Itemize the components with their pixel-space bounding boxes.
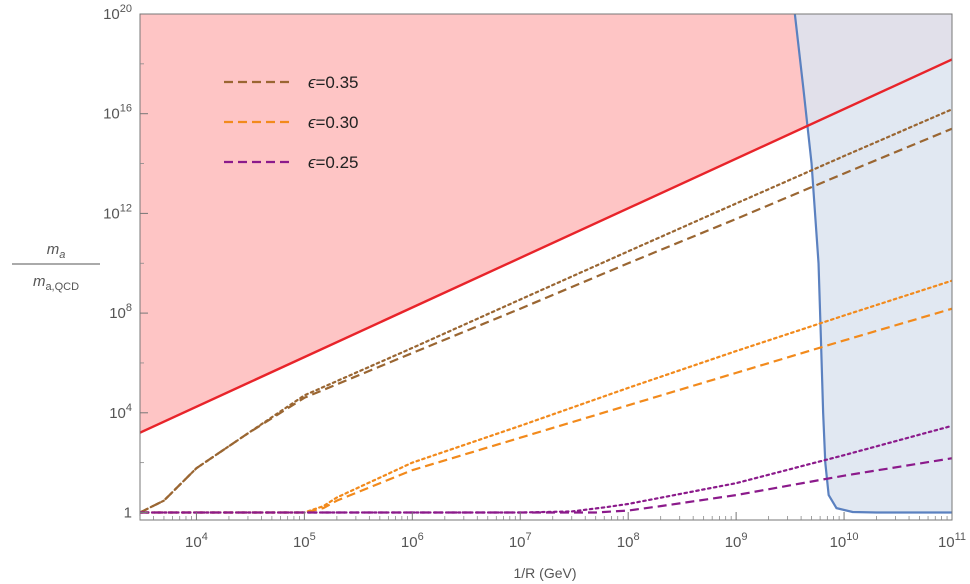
- region-blue-boundary: [793, 14, 952, 514]
- legend-label-0: ϵ=0.35: [308, 73, 359, 92]
- y-tick-label-2: 108: [109, 302, 132, 322]
- legend-label-2: ϵ=0.25: [308, 153, 359, 172]
- x-axis-title: 1/R (GeV): [513, 565, 576, 581]
- svg-text:ma,QCD: ma,QCD: [33, 273, 79, 293]
- y-tick-label-5: 1020: [103, 3, 132, 23]
- y-title-numerator-sub: a: [59, 249, 65, 261]
- x-tick-label-5: 109: [725, 531, 748, 551]
- y-title-denominator-sub: a,QCD: [45, 281, 79, 293]
- x-tick-label-2: 106: [401, 531, 424, 551]
- x-tick-label-6: 1010: [830, 531, 859, 551]
- y-tick-label-0: 1: [124, 504, 132, 521]
- region-red-fill: [140, 14, 952, 433]
- plot-frame: [139, 13, 953, 521]
- y-tick-label-3: 1012: [103, 202, 132, 222]
- region-blue-fill: [794, 14, 952, 513]
- x-axis: 104 105 106 107 108 109 1010 1011: [139, 512, 966, 551]
- y-tick-label-1: 104: [109, 402, 132, 422]
- y-title-numerator: m: [47, 241, 60, 258]
- series-lines: [140, 108, 952, 514]
- exclusion-regions: [140, 14, 952, 514]
- legend-label-1: ϵ=0.30: [308, 113, 359, 132]
- region-red-boundary: [140, 58, 952, 434]
- y-axis: 1 104 108 1012 1016 1020: [103, 3, 148, 521]
- x-tick-label-0: 104: [185, 531, 208, 551]
- svg-text:ma: ma: [47, 241, 66, 261]
- y-tick-label-4: 1016: [103, 103, 132, 123]
- x-tick-label-7: 1011: [938, 531, 966, 551]
- x-tick-label-3: 107: [509, 531, 532, 551]
- series-line-5: [140, 424, 952, 514]
- x-tick-label-1: 105: [293, 531, 316, 551]
- series-line-3: [140, 279, 952, 514]
- y-title-denominator: m: [33, 273, 46, 290]
- y-axis-title: ma ma,QCD: [12, 241, 100, 293]
- legend: ϵ=0.35 ϵ=0.30 ϵ=0.25: [224, 73, 359, 172]
- series-line-1: [140, 108, 952, 514]
- x-tick-label-4: 108: [617, 531, 640, 551]
